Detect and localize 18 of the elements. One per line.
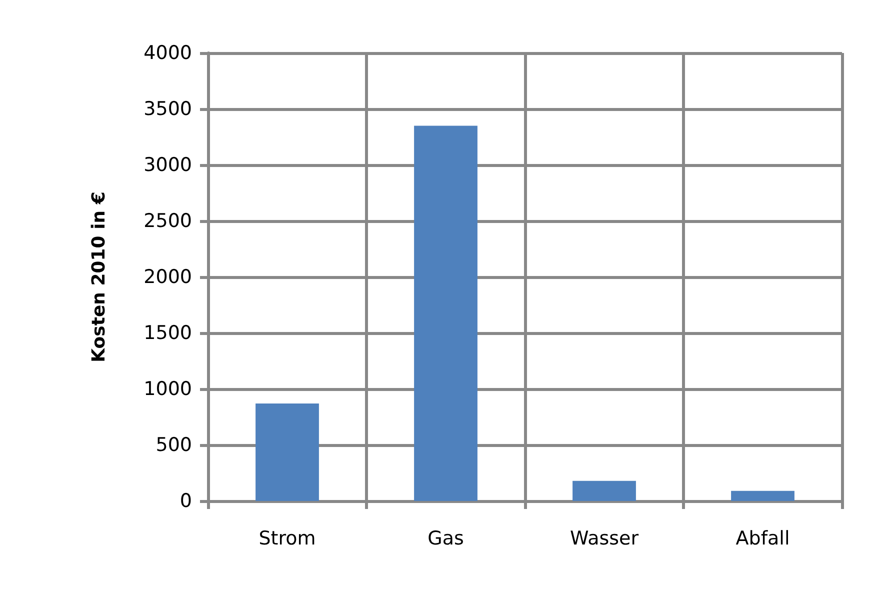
x-tick-label: Strom (258, 528, 316, 550)
x-tick-label: Abfall (736, 528, 790, 550)
x-tick-label: Gas (428, 528, 464, 550)
y-tick-label: 3000 (144, 154, 192, 176)
y-tick-label: 4000 (144, 42, 192, 64)
bar (414, 126, 478, 501)
y-axis-title: Kosten 2010 in € (88, 192, 110, 362)
y-tick-label: 3500 (144, 98, 192, 120)
x-tick-label: Wasser (570, 528, 639, 550)
y-tick-label: 1500 (144, 322, 192, 344)
y-tick-label: 500 (156, 434, 192, 456)
bar (256, 404, 319, 501)
bar (731, 490, 794, 501)
y-tick-label: 2500 (144, 210, 192, 232)
bar (572, 480, 636, 501)
y-tick-label: 1000 (144, 378, 192, 400)
y-tick-label: 2000 (144, 266, 192, 288)
y-tick-label: 0 (180, 490, 192, 512)
